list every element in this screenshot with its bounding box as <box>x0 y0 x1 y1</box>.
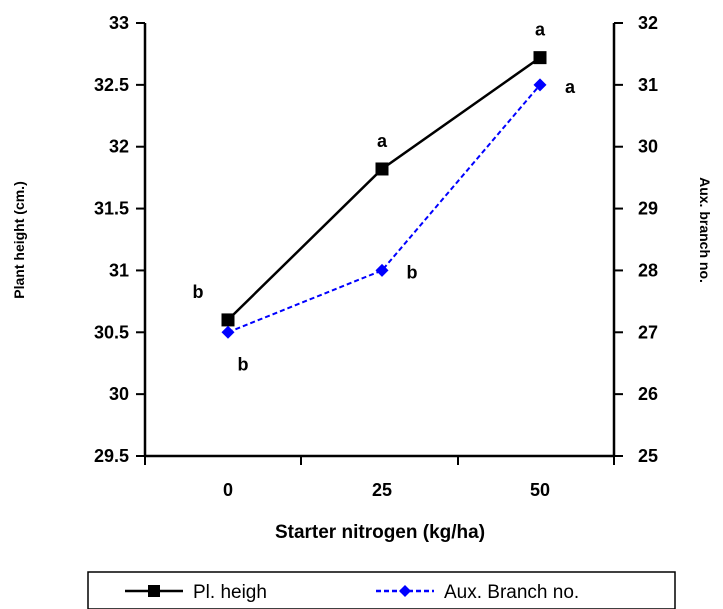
left-y-ticks: 29.5 30 30.5 31 31.5 32 32.5 33 <box>94 13 145 466</box>
right-y-axis-title: Aux. branch no. <box>697 177 713 283</box>
right-y-tick-label: 28 <box>638 260 658 280</box>
right-y-tick-label: 26 <box>638 384 658 404</box>
significance-label: b <box>193 282 204 302</box>
significance-label: b <box>238 354 249 374</box>
right-y-tick-label: 32 <box>638 13 658 33</box>
significance-label: a <box>535 20 546 40</box>
data-point-square <box>533 51 547 65</box>
right-y-tick-label: 25 <box>638 446 658 466</box>
left-y-tick-label: 32.5 <box>94 75 129 95</box>
left-y-axis-title: Plant height (cm.) <box>11 181 27 298</box>
x-tick-label: 0 <box>223 480 233 500</box>
right-y-tick-label: 27 <box>638 322 658 342</box>
data-point-diamond <box>375 263 389 277</box>
legend-label: Aux. Branch no. <box>444 582 579 603</box>
right-y-tick-label: 31 <box>638 75 658 95</box>
legend-label: Pl. heigh <box>193 582 267 603</box>
series-line-0 <box>227 56 541 321</box>
data-point-square <box>375 162 389 176</box>
legend-marker-diamond <box>399 585 411 597</box>
left-y-tick-label: 30.5 <box>94 322 129 342</box>
legend: Pl. heigh Aux. Branch no. <box>87 571 676 609</box>
significance-label: a <box>565 77 576 97</box>
legend-items: Pl. heigh Aux. Branch no. <box>125 582 579 603</box>
data-point-diamond <box>533 78 547 92</box>
left-y-tick-label: 32 <box>109 137 129 157</box>
right-y-tick-label: 30 <box>638 137 658 157</box>
left-y-tick-label: 31 <box>109 260 129 280</box>
right-y-ticks: 25 26 27 28 29 30 31 32 <box>614 13 658 466</box>
x-tick-label: 50 <box>530 480 550 500</box>
x-tick-label: 25 <box>372 480 392 500</box>
legend-marker-square <box>148 585 160 597</box>
x-ticks: 0 25 50 <box>144 456 615 500</box>
data-point-diamond <box>221 325 235 339</box>
right-y-tick-label: 29 <box>638 199 658 219</box>
legend-box <box>87 571 676 609</box>
left-y-tick-label: 31.5 <box>94 199 129 219</box>
significance-label: b <box>407 262 418 282</box>
x-axis-title: Starter nitrogen (kg/ha) <box>275 522 485 543</box>
series-layer: b a a b b a <box>193 20 576 375</box>
left-y-tick-label: 29.5 <box>94 446 129 466</box>
left-y-tick-label: 30 <box>109 384 129 404</box>
series-line-1 <box>227 84 541 334</box>
significance-label: a <box>377 131 388 151</box>
data-point-square <box>221 313 235 327</box>
left-y-tick-label: 33 <box>109 13 129 33</box>
